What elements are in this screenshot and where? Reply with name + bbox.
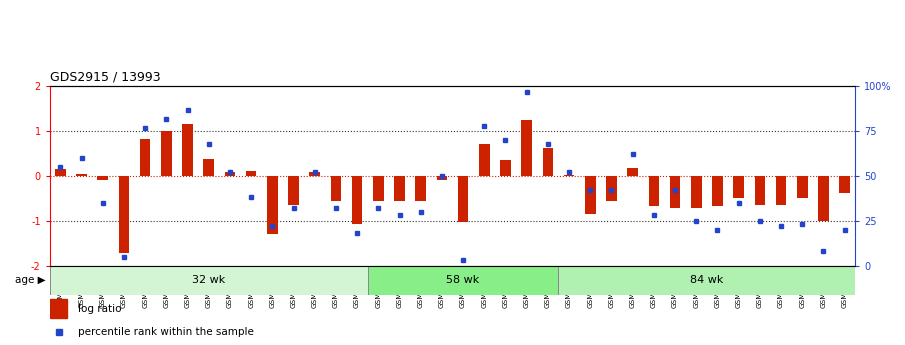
Text: percentile rank within the sample: percentile rank within the sample — [78, 327, 253, 337]
Bar — [267, 176, 278, 234]
Bar — [818, 176, 829, 221]
Bar — [367, 266, 558, 295]
Bar — [415, 176, 426, 200]
Bar — [458, 176, 469, 222]
Bar — [55, 169, 66, 176]
Bar — [558, 266, 855, 295]
Bar — [733, 176, 744, 198]
Bar — [76, 174, 87, 176]
Bar — [670, 176, 681, 208]
Text: age ▶: age ▶ — [14, 275, 45, 285]
Bar — [649, 176, 659, 206]
Bar — [755, 176, 765, 205]
Bar — [140, 139, 150, 176]
Bar — [479, 144, 490, 176]
Bar — [436, 176, 447, 179]
Bar — [373, 176, 384, 200]
Bar — [204, 159, 214, 176]
Text: GDS2915 / 13993: GDS2915 / 13993 — [50, 71, 160, 84]
Bar — [288, 176, 299, 205]
Bar — [691, 176, 701, 208]
Bar — [395, 176, 405, 200]
Bar — [585, 176, 595, 214]
Bar — [797, 176, 807, 198]
Bar — [50, 266, 367, 295]
Bar — [627, 168, 638, 176]
Bar — [564, 175, 575, 176]
Bar — [246, 171, 256, 176]
Bar — [330, 176, 341, 200]
Text: log ratio: log ratio — [78, 304, 121, 314]
Text: 84 wk: 84 wk — [691, 275, 723, 285]
Text: 58 wk: 58 wk — [446, 275, 480, 285]
Bar — [224, 172, 235, 176]
Bar — [500, 160, 510, 176]
Bar — [776, 176, 786, 205]
Bar — [98, 176, 108, 180]
Bar — [712, 176, 723, 206]
Bar — [310, 172, 320, 176]
Text: 32 wk: 32 wk — [192, 275, 225, 285]
Bar — [543, 148, 553, 176]
Bar — [521, 120, 532, 176]
Bar — [119, 176, 129, 253]
Bar — [839, 176, 850, 193]
Bar — [50, 299, 68, 318]
Bar — [352, 176, 362, 224]
Bar — [161, 131, 172, 176]
Bar — [182, 125, 193, 176]
Bar — [606, 176, 617, 200]
